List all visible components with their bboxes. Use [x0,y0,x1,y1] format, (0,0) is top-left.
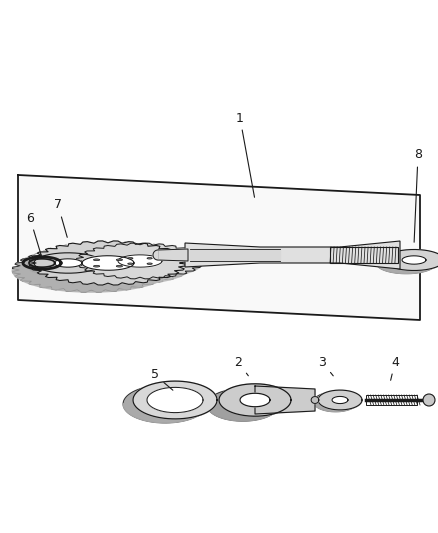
Text: 5: 5 [151,368,173,390]
Ellipse shape [147,257,152,259]
Polygon shape [328,398,343,406]
Polygon shape [34,253,102,273]
Polygon shape [12,248,170,292]
Polygon shape [185,241,400,269]
Polygon shape [207,400,291,421]
Polygon shape [318,390,362,410]
Polygon shape [29,241,187,285]
Text: 4: 4 [391,356,399,381]
Polygon shape [394,259,418,267]
Polygon shape [137,391,193,417]
Ellipse shape [147,263,152,264]
Polygon shape [133,381,217,419]
Text: 7: 7 [54,198,67,237]
Bar [330,247,398,263]
Polygon shape [28,255,95,276]
Polygon shape [332,397,348,403]
Polygon shape [63,248,191,285]
Polygon shape [147,387,203,413]
Polygon shape [123,385,207,423]
Polygon shape [314,392,357,411]
Polygon shape [65,263,117,277]
Polygon shape [76,243,204,279]
Ellipse shape [128,257,133,259]
Polygon shape [123,400,217,423]
Polygon shape [228,398,258,411]
Ellipse shape [116,259,123,261]
Polygon shape [105,260,149,273]
Polygon shape [240,393,270,407]
Text: 8: 8 [414,149,422,242]
Ellipse shape [93,259,100,261]
Polygon shape [153,250,158,260]
Polygon shape [12,263,187,292]
Polygon shape [402,256,426,264]
Polygon shape [311,397,319,403]
Polygon shape [54,259,82,267]
Polygon shape [314,400,362,411]
Polygon shape [63,261,204,285]
Polygon shape [219,384,291,416]
Polygon shape [384,249,438,271]
Ellipse shape [93,265,100,267]
Text: 3: 3 [318,356,333,376]
Polygon shape [147,387,203,413]
Polygon shape [255,386,315,414]
Bar [366,395,417,405]
Polygon shape [207,389,279,421]
Polygon shape [158,249,188,261]
Ellipse shape [128,263,133,264]
Text: 1: 1 [236,111,254,197]
Polygon shape [47,262,75,270]
Polygon shape [82,256,134,270]
Polygon shape [376,253,436,273]
Circle shape [423,394,435,406]
Ellipse shape [116,265,123,267]
Text: 6: 6 [26,212,41,255]
Polygon shape [28,263,102,276]
Polygon shape [190,249,280,261]
Text: 2: 2 [234,356,248,376]
Polygon shape [18,175,420,320]
Polygon shape [118,255,162,267]
Polygon shape [376,260,438,273]
